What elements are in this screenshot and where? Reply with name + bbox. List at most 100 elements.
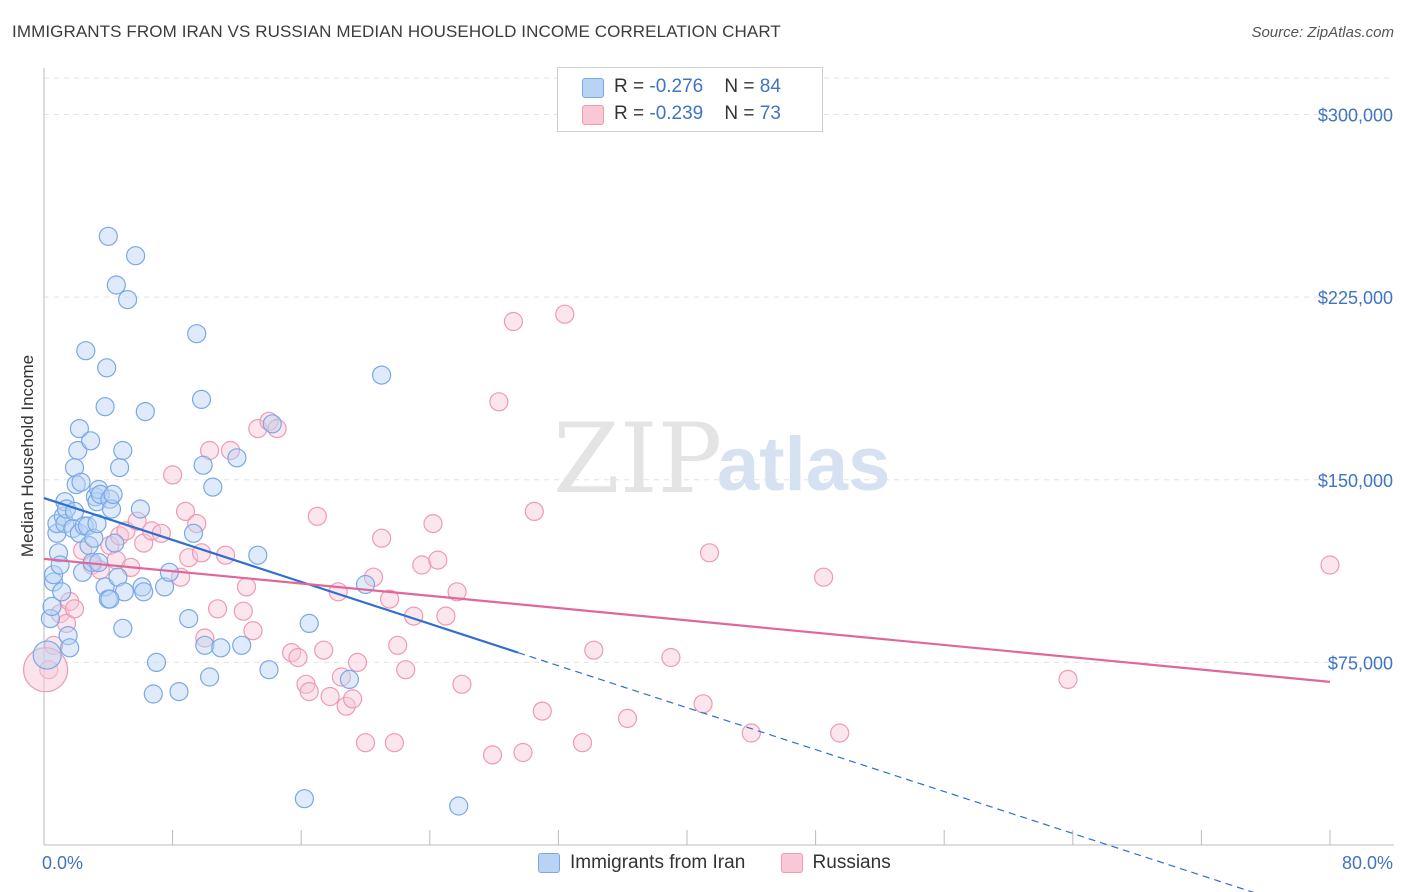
watermark-zip: ZIP: [553, 403, 722, 515]
source-label: Source: ZipAtlas.com: [1251, 24, 1394, 41]
point-russians-30: [236, 577, 257, 597]
point-iran-0: [40, 608, 61, 629]
point-russians-60: [452, 674, 472, 694]
point-iran-81: [193, 455, 213, 475]
point-iran-82: [100, 589, 120, 609]
point-iran-1: [42, 596, 62, 617]
series-legend-label-russians: Russians: [812, 852, 891, 873]
point-russians-45: [343, 689, 363, 709]
point-russians-63: [513, 742, 533, 763]
series-legend-swatch-iran: [538, 853, 560, 873]
point-iran-70: [248, 545, 268, 565]
legend-n-value-russians: 73: [759, 103, 781, 124]
x-tick-labels: 0.0% 80.0%: [42, 853, 1393, 873]
point-russians-26: [208, 599, 228, 619]
point-russians-59: [447, 582, 467, 602]
legend-r-value-iran: -0.276: [649, 76, 704, 97]
point-russians-53: [396, 660, 416, 680]
point-russians-24: [195, 628, 215, 648]
series-legend-iran[interactable]: Immigrants from Iran: [538, 852, 745, 874]
point-russians-74: [813, 567, 834, 587]
point-iran-65: [200, 667, 220, 687]
point-russians-67: [572, 733, 593, 753]
point-iran-36: [95, 397, 115, 417]
trend-line-iran-extension: [518, 652, 1255, 892]
point-russians-48: [363, 567, 384, 587]
correlation-legend: R = -0.276 N = 84 R = -0.239 N = 73: [557, 67, 823, 132]
point-iran-61: [183, 523, 204, 543]
point-iran-68: [227, 448, 247, 468]
point-russians-28: [220, 440, 241, 461]
point-russians-46: [347, 652, 368, 673]
trend-line-iran: [43, 496, 519, 654]
point-russians-18: [163, 465, 183, 485]
point-russians-64: [524, 501, 544, 521]
point-russians-49: [372, 528, 392, 548]
y-tick-label-3: $300,000: [1318, 106, 1393, 126]
point-russians-77: [1320, 555, 1340, 575]
point-russians-57: [428, 550, 448, 570]
point-iran-62: [187, 324, 207, 344]
point-russians-75: [830, 723, 850, 743]
point-russians-20: [175, 501, 196, 521]
point-russians-47: [355, 733, 376, 753]
point-iran-27: [80, 431, 101, 451]
point-iran-63: [191, 389, 212, 409]
point-iran-66: [203, 477, 223, 497]
legend-n-value-iran: 84: [759, 76, 781, 97]
gridlines: [44, 77, 1394, 663]
series-legend-russians[interactable]: Russians: [780, 852, 891, 874]
point-iran-50: [117, 290, 138, 310]
point-russians-56: [423, 513, 443, 534]
point-russians-cluster: [23, 647, 69, 693]
point-russians-72: [693, 694, 713, 714]
point-russians-43: [331, 667, 351, 687]
point-iran-35: [95, 577, 115, 597]
point-russians-36: [288, 647, 308, 668]
point-iran-59: [169, 681, 189, 702]
legend-r-value-russians: -0.239: [649, 103, 704, 124]
point-russians-41: [320, 686, 340, 707]
y-tick-label-0: $75,000: [1328, 653, 1393, 673]
point-iran-6: [48, 543, 69, 563]
point-russians-70: [661, 647, 681, 668]
point-russians-39: [307, 506, 327, 526]
point-iran-43: [105, 533, 125, 553]
chart-title: IMMIGRANTS FROM IRAN VS RUSSIAN MEDIAN H…: [12, 22, 781, 41]
point-iran-44: [106, 275, 126, 295]
point-iran-79: [126, 246, 146, 266]
point-russians-40: [314, 640, 334, 660]
point-russians-44: [336, 696, 356, 716]
point-iran-37: [97, 358, 117, 378]
point-iran-48: [113, 440, 133, 461]
y-axis-label: Median Household Income: [18, 355, 37, 557]
point-iran-54: [135, 402, 155, 422]
watermark-atlas: atlas: [717, 422, 890, 507]
point-russians-62: [503, 311, 524, 332]
point-russians-29: [233, 601, 253, 621]
point-russians-68: [584, 640, 604, 660]
point-russians-73: [741, 723, 761, 743]
point-russians-71: [699, 543, 720, 563]
point-russians-66: [555, 304, 575, 324]
point-iran-12: [58, 625, 78, 646]
y-tick-labels: $75,000 $150,000 $225,000 $300,000: [1318, 106, 1393, 674]
point-iran-42: [103, 484, 123, 504]
y-tick-label-1: $150,000: [1318, 471, 1393, 491]
legend-n-label-russians: N =: [724, 103, 760, 124]
point-russians-58: [436, 606, 456, 626]
point-iran-67: [211, 638, 231, 658]
point-russians-32: [248, 419, 268, 439]
series-iran: [32, 226, 469, 816]
point-iran-41: [101, 499, 122, 519]
point-russians-78: [489, 392, 509, 412]
point-russians-52: [388, 635, 408, 655]
point-iran-47: [113, 618, 133, 638]
point-russians-76: [1058, 669, 1078, 690]
point-russians-51: [384, 733, 404, 753]
point-iran-18: [68, 440, 88, 461]
point-iran-51: [130, 499, 150, 519]
point-iran-57: [155, 577, 175, 597]
point-iran-78: [449, 796, 469, 816]
